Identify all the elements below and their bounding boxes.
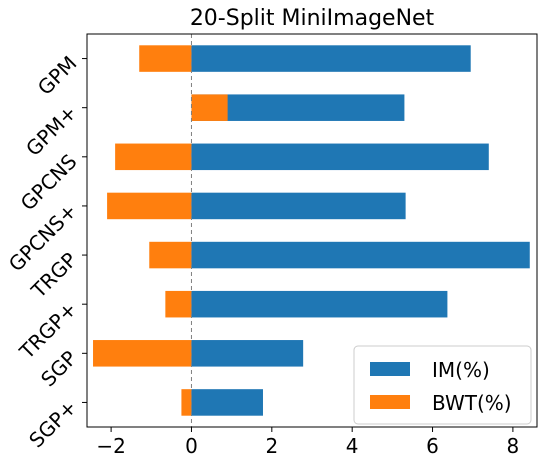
chart-title: 20-Split MiniImageNet xyxy=(190,6,435,31)
legend: IM(%) BWT(%) xyxy=(353,345,532,425)
plot-frame xyxy=(86,33,538,428)
bar-im-sgp-plus xyxy=(191,389,263,416)
bar-bwt-gpcns-plus xyxy=(107,192,192,220)
x-tick-label: −2 xyxy=(96,434,125,458)
y-tick-label: GPCNS xyxy=(16,149,82,215)
bar-bwt-trgp-plus xyxy=(165,290,192,318)
y-tick-label: GPM+ xyxy=(21,100,82,161)
legend-label: IM(%) xyxy=(432,358,490,382)
bar-bwt-trgp xyxy=(149,241,192,269)
bar-im-gpcns xyxy=(191,143,489,171)
legend-label: BWT(%) xyxy=(432,391,512,415)
bar-bwt-sgp xyxy=(93,340,192,367)
x-tick-label: 0 xyxy=(185,434,198,458)
legend-swatch xyxy=(370,362,410,376)
bar-im-gpm xyxy=(191,45,471,72)
bar-im-sgp xyxy=(191,340,304,367)
x-tick-label: 2 xyxy=(265,434,278,458)
y-tick-label: SGP xyxy=(36,346,81,391)
x-axis: −2 0 2 4 6 8 xyxy=(96,427,519,458)
bar-bwt-gpcns xyxy=(115,143,192,171)
bar-im-trgp-plus xyxy=(191,290,448,318)
y-tick-label: GPM xyxy=(33,51,82,100)
bars-group xyxy=(93,45,530,416)
y-tick-label: SGP+ xyxy=(24,395,81,452)
legend-swatch xyxy=(370,395,410,409)
x-tick-label: 4 xyxy=(346,434,359,458)
bar-im-trgp xyxy=(191,241,530,269)
x-tick-label: 8 xyxy=(507,434,520,458)
bar-im-gpcns-plus xyxy=(191,192,406,220)
bar-bwt-gpm-plus xyxy=(191,94,228,121)
x-tick-label: 6 xyxy=(426,434,439,458)
bar-bwt-sgp-plus xyxy=(181,389,192,416)
bar-bwt-gpm xyxy=(139,45,192,72)
